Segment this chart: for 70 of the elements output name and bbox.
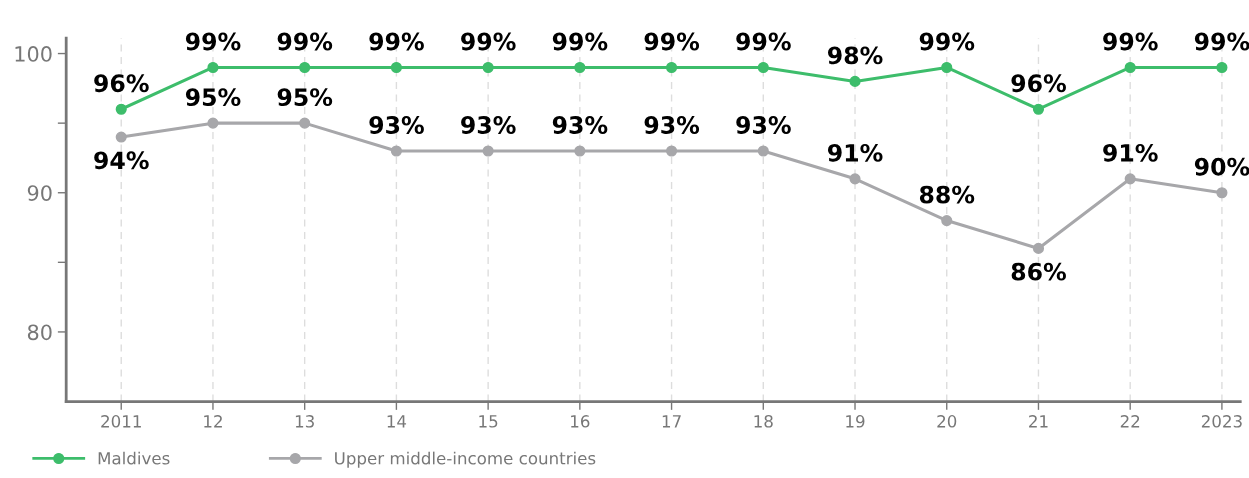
x-tick-label: 2011 — [101, 415, 141, 428]
point — [666, 61, 678, 74]
point — [390, 145, 402, 157]
data-label: 99% — [644, 32, 700, 51]
data-label: 93% — [644, 116, 700, 134]
data-label: 93% — [552, 116, 608, 134]
point — [574, 145, 586, 157]
data-label: 93% — [461, 116, 516, 134]
x-tick-label: 20 — [937, 415, 957, 428]
data-label: 99% — [1103, 32, 1158, 51]
x-tick-label: 12 — [204, 415, 222, 428]
y-tick-label: 90 — [27, 185, 52, 201]
legend-label: Upper middle-income countries — [335, 451, 596, 468]
x-tick-label: 2023 — [1201, 415, 1242, 428]
point — [1124, 61, 1136, 74]
data-label: 95% — [277, 88, 333, 107]
data-label: 99% — [1194, 32, 1249, 51]
point — [482, 145, 494, 157]
data-label: 93% — [369, 116, 424, 134]
data-label: 90% — [1194, 157, 1249, 176]
data-label: 86% — [1011, 262, 1066, 281]
data-label: 99% — [461, 32, 516, 51]
point — [849, 173, 861, 185]
point — [1124, 173, 1136, 185]
point — [390, 61, 402, 74]
data-label: 96% — [94, 74, 149, 93]
x-tick-label: 13 — [295, 415, 314, 428]
point — [115, 103, 127, 115]
point — [757, 145, 769, 157]
x-tick-label: 21 — [1029, 415, 1048, 428]
point — [1216, 61, 1228, 74]
legend-label: Maldives — [98, 451, 170, 465]
data-label: 91% — [1103, 143, 1158, 162]
point — [574, 61, 586, 74]
data-label: 99% — [552, 32, 608, 51]
point — [1032, 103, 1045, 115]
x-tick-label: 14 — [387, 415, 407, 428]
point — [207, 61, 219, 74]
x-tick-label: 18 — [754, 415, 773, 428]
x-tick-label: 17 — [662, 415, 681, 428]
point — [482, 61, 494, 74]
x-tick-label: 19 — [846, 415, 865, 428]
x-tick-label: 16 — [571, 415, 590, 428]
point — [849, 75, 861, 87]
data-label: 99% — [736, 32, 791, 51]
data-label: 98% — [827, 46, 883, 65]
y-tick-label: 80 — [27, 324, 52, 341]
data-label: 88% — [919, 185, 975, 204]
data-label: 95% — [185, 88, 241, 107]
point — [1216, 187, 1228, 199]
data-label: 99% — [919, 32, 975, 51]
point — [757, 61, 769, 74]
point — [207, 117, 219, 129]
x-tick-label: 22 — [1120, 415, 1140, 428]
point — [299, 117, 311, 129]
data-label: 99% — [185, 32, 241, 51]
point — [941, 215, 953, 227]
data-label: 93% — [736, 116, 791, 134]
point — [115, 131, 127, 143]
data-label: 99% — [277, 32, 333, 51]
data-label: 96% — [1011, 74, 1066, 93]
data-label: 94% — [94, 151, 149, 170]
y-tick-label: 100 — [15, 46, 52, 62]
x-tick-label: 15 — [479, 415, 498, 428]
point — [1032, 242, 1045, 254]
data-label: 99% — [369, 32, 424, 51]
point — [299, 61, 311, 74]
point — [941, 61, 953, 74]
data-label: 91% — [827, 143, 883, 162]
point — [666, 145, 678, 157]
